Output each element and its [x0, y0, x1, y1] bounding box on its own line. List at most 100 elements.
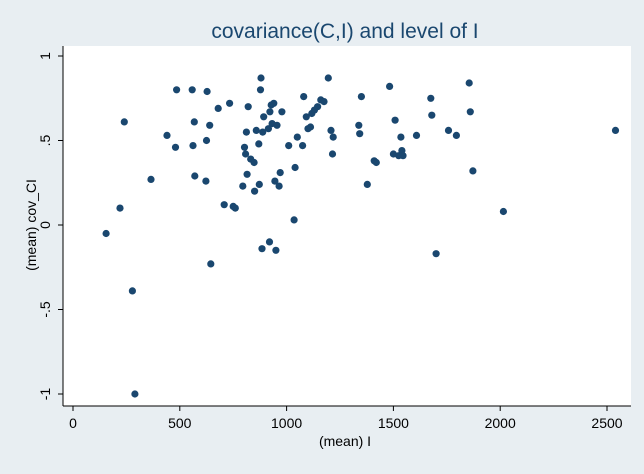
- data-point: [427, 94, 435, 102]
- y-tick-label: 1: [37, 52, 53, 60]
- data-point: [120, 118, 128, 126]
- data-point: [244, 103, 252, 111]
- x-tick-label: 1000: [271, 415, 302, 431]
- x-tick-label: 500: [168, 415, 192, 431]
- data-point: [173, 86, 181, 94]
- data-point: [163, 131, 171, 139]
- data-point: [276, 169, 284, 177]
- data-point: [202, 177, 210, 185]
- data-point: [329, 133, 337, 141]
- data-point: [220, 201, 228, 209]
- x-tick-label: 1500: [378, 415, 409, 431]
- data-point: [363, 180, 371, 188]
- x-tick-label: 0: [69, 415, 77, 431]
- data-point: [240, 143, 249, 151]
- data-point: [255, 180, 263, 188]
- data-point: [243, 170, 251, 178]
- data-point: [231, 204, 239, 212]
- y-tick-label: -.5: [37, 301, 53, 318]
- data-point: [259, 128, 267, 136]
- data-point: [285, 142, 293, 150]
- data-point: [265, 238, 274, 246]
- data-point: [328, 150, 337, 158]
- data-points: [102, 74, 620, 398]
- data-point: [207, 260, 215, 268]
- data-point: [299, 142, 307, 150]
- data-point: [266, 108, 274, 116]
- y-axis-label: (mean) cov_CI: [23, 179, 39, 271]
- data-point: [214, 104, 222, 112]
- data-point: [452, 131, 460, 139]
- data-point: [611, 126, 620, 134]
- data-point: [399, 152, 407, 160]
- data-point: [291, 163, 299, 172]
- data-point: [242, 128, 250, 136]
- data-point: [116, 204, 124, 212]
- y-tick-label: .5: [37, 134, 53, 146]
- x-tick-label: 2500: [591, 415, 622, 431]
- data-point: [412, 131, 421, 139]
- data-point: [397, 133, 405, 141]
- data-point: [356, 130, 364, 138]
- data-point: [499, 207, 507, 216]
- data-point: [239, 182, 247, 190]
- data-point: [271, 177, 279, 185]
- data-point: [327, 126, 335, 134]
- data-point: [293, 133, 301, 141]
- y-axis: -1 -.5 0 .5 1: [37, 46, 64, 406]
- data-point: [260, 113, 268, 121]
- data-point: [432, 250, 440, 258]
- data-point: [355, 121, 363, 129]
- x-axis: 0 500 1000 1500 2000 2500: [63, 405, 631, 431]
- data-point: [242, 150, 250, 158]
- data-point: [189, 142, 197, 150]
- data-point: [372, 158, 380, 167]
- data-point: [273, 121, 281, 129]
- chart-title: covariance(C,I) and level of I: [211, 20, 478, 43]
- plot-area: [63, 46, 631, 406]
- data-point: [324, 74, 332, 82]
- data-point: [191, 172, 199, 180]
- data-point: [306, 123, 315, 131]
- data-point: [147, 175, 155, 183]
- y-tick-label: -1: [37, 388, 53, 401]
- data-point: [131, 390, 139, 398]
- x-tick-label: 2000: [485, 415, 516, 431]
- y-tick-label: 0: [37, 221, 53, 229]
- data-point: [264, 125, 272, 133]
- data-point: [255, 140, 263, 148]
- data-point: [272, 246, 280, 254]
- data-point: [102, 229, 110, 238]
- data-point: [188, 86, 196, 94]
- data-point: [391, 116, 399, 124]
- data-point: [251, 187, 259, 195]
- data-point: [190, 118, 198, 126]
- data-point: [250, 158, 258, 167]
- data-point: [256, 86, 265, 94]
- data-point: [300, 93, 308, 101]
- data-point: [314, 103, 322, 111]
- data-point: [465, 79, 473, 87]
- data-point: [302, 113, 310, 121]
- data-point: [469, 167, 477, 175]
- data-point: [386, 82, 394, 90]
- data-point: [278, 108, 286, 116]
- data-point: [252, 126, 260, 134]
- data-point: [290, 216, 298, 224]
- data-point: [428, 111, 436, 119]
- data-point: [203, 87, 211, 96]
- data-point: [258, 245, 266, 253]
- data-point: [128, 287, 136, 295]
- data-point: [171, 143, 180, 151]
- data-point: [257, 74, 265, 82]
- data-point: [444, 126, 453, 134]
- data-point: [466, 108, 474, 116]
- data-point: [226, 99, 234, 107]
- data-point: [202, 136, 211, 145]
- x-axis-label: (mean) I: [319, 433, 371, 449]
- data-point: [275, 182, 283, 190]
- data-point: [357, 93, 365, 101]
- data-point: [206, 121, 214, 129]
